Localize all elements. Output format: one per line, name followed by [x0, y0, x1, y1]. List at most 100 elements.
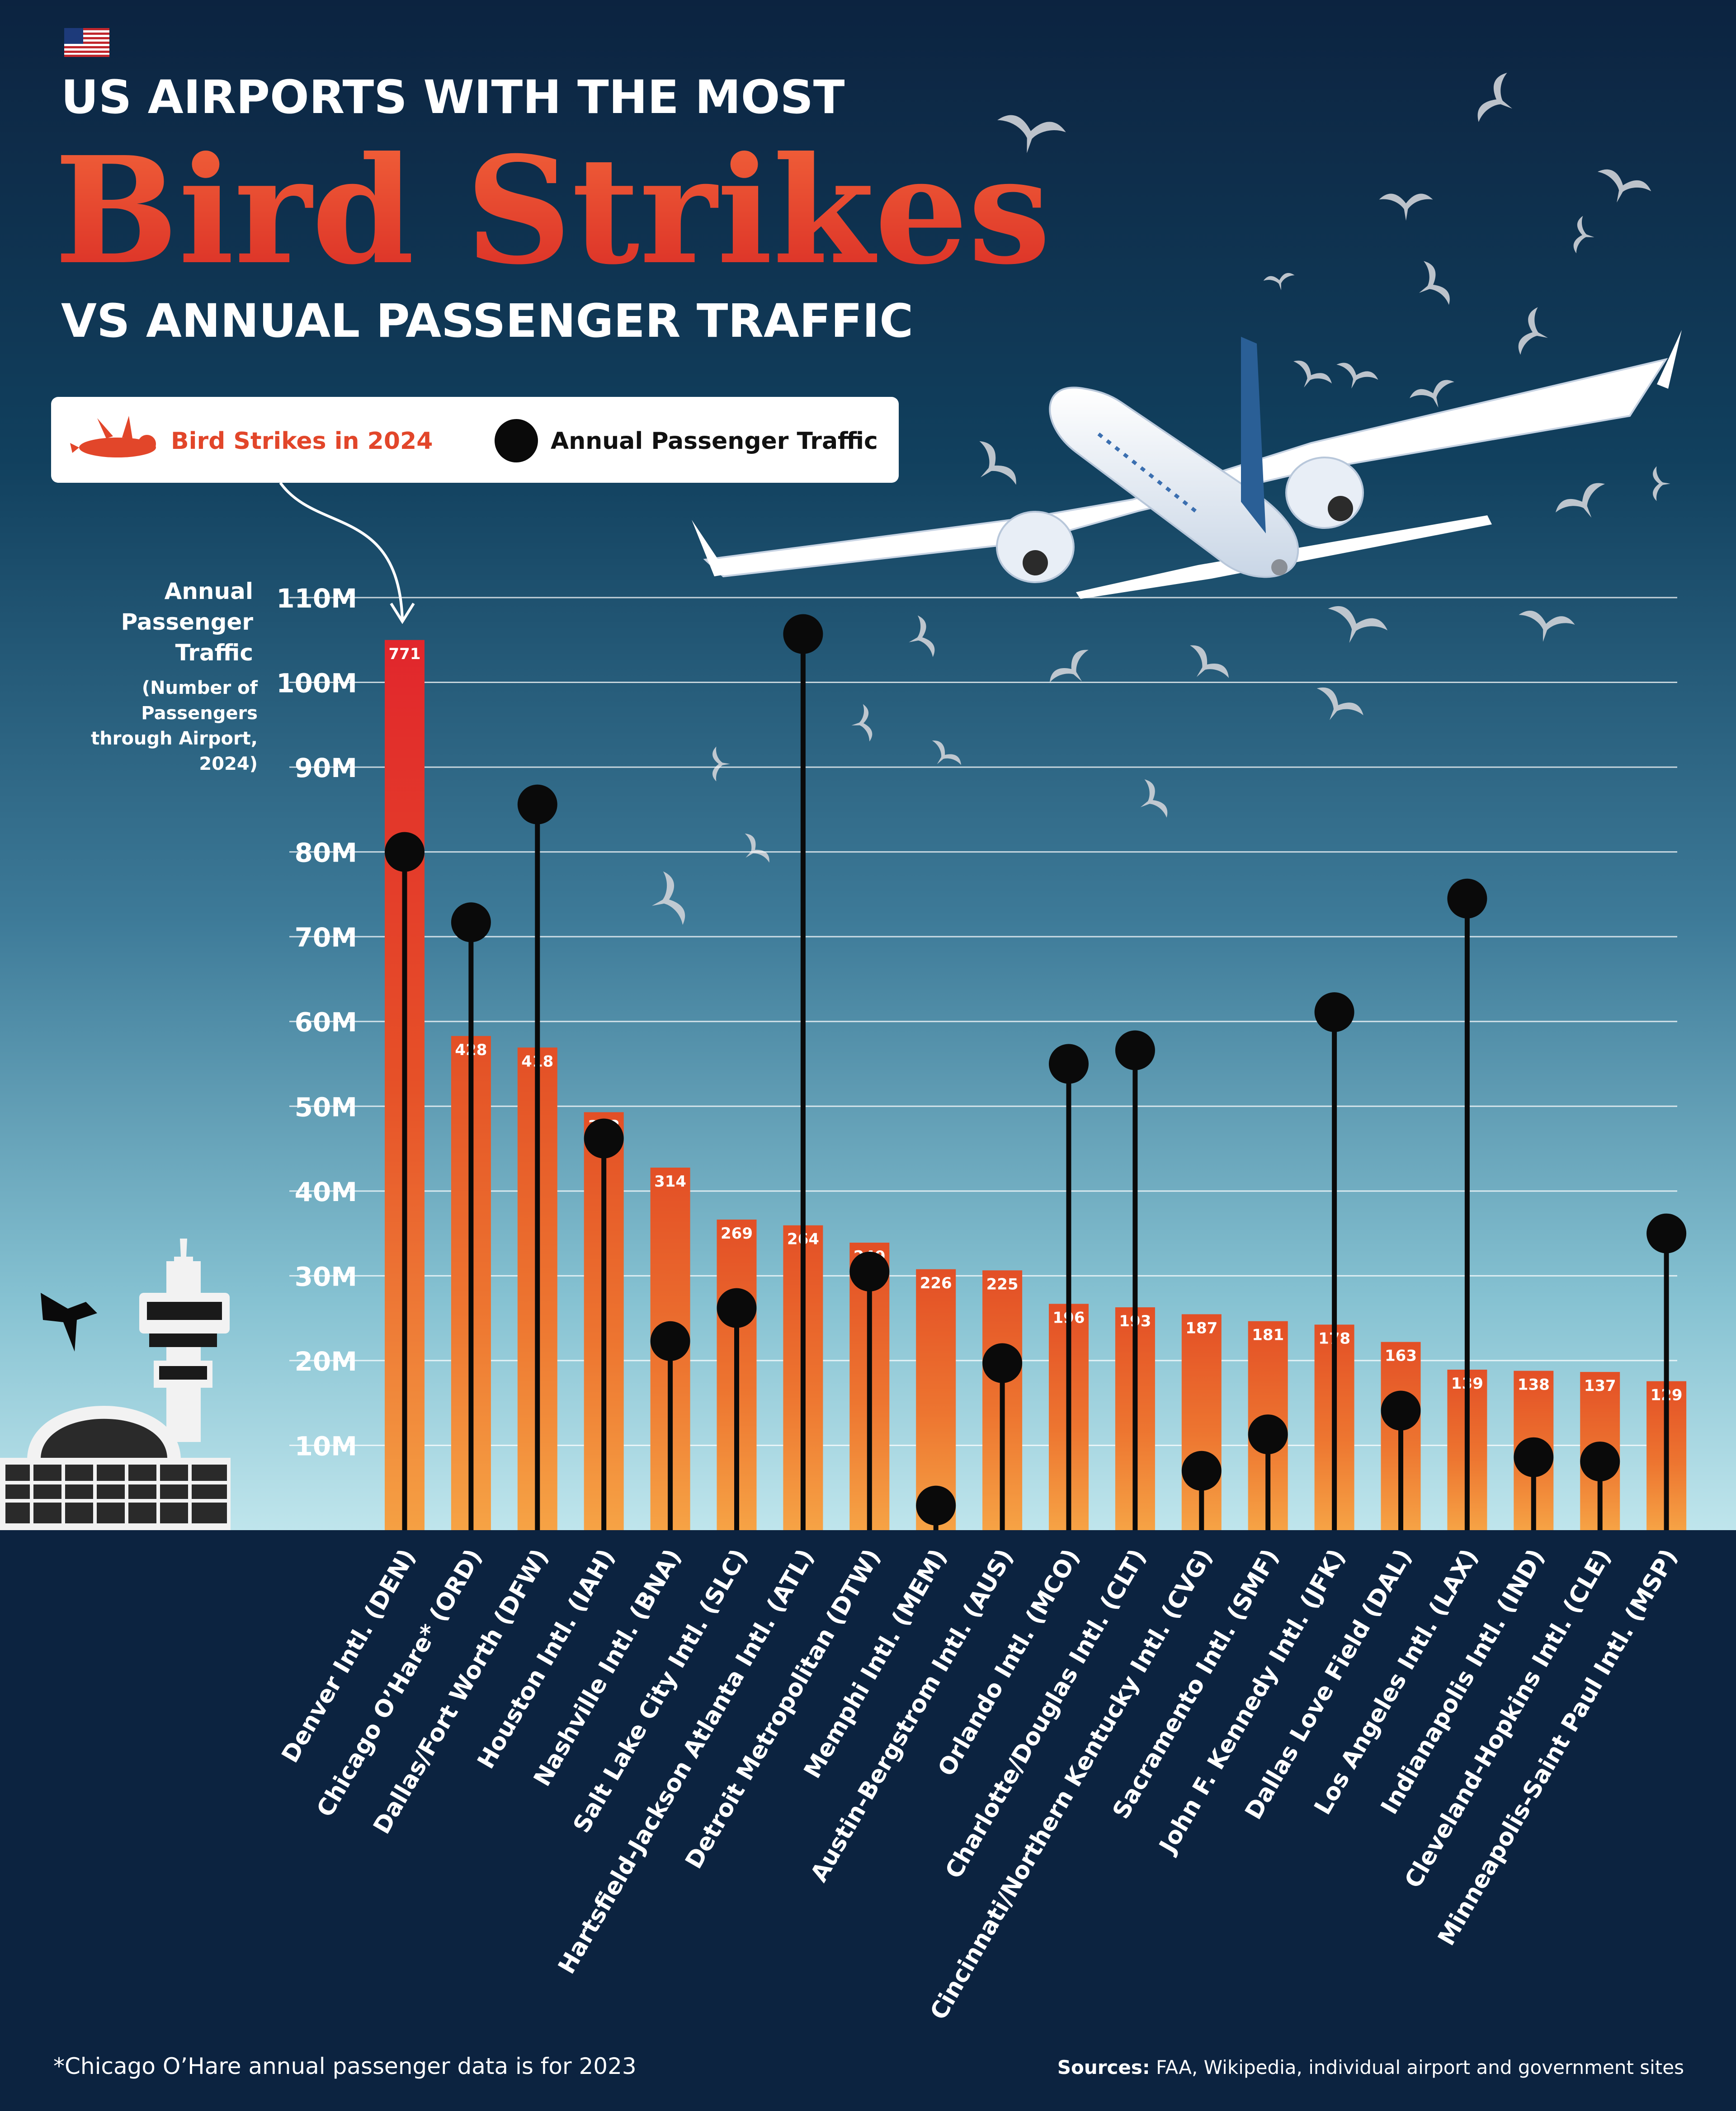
flying-bird-icon — [1293, 360, 1332, 388]
lollipop-dot — [1646, 1213, 1687, 1253]
lollipop-dot — [1181, 1451, 1222, 1491]
flying-bird-icon — [1597, 169, 1651, 203]
legend-box — [51, 397, 899, 483]
bar-value-label: 225 — [986, 1275, 1019, 1293]
sources: Sources: FAA, Wikipedia, individual airp… — [1057, 2056, 1684, 2078]
y-axis-subtitle-line: Passengers — [141, 703, 258, 724]
legend-bird-strikes-label: Bird Strikes in 2024 — [171, 428, 433, 455]
lollipop-dot — [1314, 992, 1354, 1032]
bar-value-label: 137 — [1584, 1377, 1616, 1395]
bar-value-label: 187 — [1185, 1319, 1217, 1337]
legend-pointer-arrowhead — [390, 603, 415, 624]
flying-bird-icon — [1410, 380, 1454, 408]
y-axis-subtitle-text: (Number of Passengers through Airport, 2024… — [91, 678, 258, 774]
lollipop-dot — [717, 1288, 757, 1328]
flying-bird-icon — [41, 1293, 97, 1352]
y-axis-subtitle-line: through Airport, — [91, 728, 258, 749]
y-tick-label: 30M — [295, 1261, 357, 1292]
lollipop-dot — [1580, 1442, 1620, 1482]
y-tick-label: 70M — [295, 922, 357, 953]
flying-bird-icon — [979, 441, 1016, 485]
flying-bird-icon — [712, 746, 730, 782]
y-tick-label: 20M — [295, 1346, 357, 1377]
y-axis-title-line: Traffic — [175, 640, 253, 666]
legend: Bird Strikes in 2024 Annual Passenger Tr… — [51, 397, 899, 624]
legend-passenger-dot — [495, 419, 538, 462]
y-tick-label: 110M — [276, 583, 357, 614]
y-tick-label: 50M — [295, 1092, 357, 1122]
flying-bird-icon — [1190, 645, 1229, 678]
y-tick-label: 40M — [295, 1177, 357, 1207]
y-tick-labels: 10M 20M 30M 40M 50M 60M 70M 80M 90M 100M 110M — [276, 583, 357, 1461]
flying-bird-icon — [909, 615, 935, 657]
flying-bird-icon — [932, 740, 962, 765]
lollipop-dot — [1049, 1044, 1089, 1084]
y-axis-title: Annual Passenger Traffic (Number of Passeng… — [91, 578, 258, 774]
title-line3: VS ANNUAL PASSENGER TRAFFIC — [61, 294, 913, 348]
y-tick-label: 100M — [276, 668, 357, 699]
bar-value-label: 138 — [1518, 1376, 1550, 1394]
y-tick-label: 10M — [295, 1431, 357, 1461]
flying-bird-icon — [1419, 261, 1450, 305]
flying-bird-icon — [851, 704, 873, 742]
y-tick-label: 90M — [295, 753, 357, 783]
dead-bird-icon — [70, 416, 156, 457]
title-line1: US AIRPORTS WITH THE MOST — [61, 71, 845, 124]
y-axis-subtitle-line: 2024) — [199, 754, 258, 774]
y-tick-label: 80M — [295, 838, 357, 868]
airplane-illustration — [692, 330, 1682, 599]
flying-bird-icon — [1316, 688, 1363, 721]
background-ground — [0, 1530, 1736, 2109]
flying-bird-icon — [1477, 72, 1513, 123]
lollipop-dot — [1447, 878, 1487, 919]
flying-bird-icon — [1519, 611, 1575, 642]
bar-value-label: 226 — [920, 1274, 952, 1292]
us-flag-icon — [64, 28, 109, 57]
lollipop-dot — [385, 832, 425, 872]
y-axis-title-text: Annual Passenger Traffic — [121, 578, 254, 666]
lollipop-dot — [584, 1118, 624, 1159]
lollipop-dot — [849, 1251, 890, 1291]
lollipop-dot — [1514, 1437, 1554, 1477]
flying-bird-icon — [1263, 273, 1295, 291]
flying-bird-icon — [1653, 466, 1670, 501]
lollipop-dot — [1248, 1414, 1288, 1455]
sources-text: FAA, Wikipedia, individual airport and g… — [1150, 2056, 1684, 2078]
lollipop-dot — [1381, 1390, 1421, 1431]
title-main: Bird Strikes — [54, 124, 1051, 297]
y-axis-subtitle-line: (Number of — [142, 678, 258, 698]
bar-value-label: 269 — [721, 1225, 753, 1243]
flying-bird-icon — [997, 115, 1066, 153]
flying-bird-icon — [1328, 606, 1388, 643]
legend-passenger-label: Annual Passenger Traffic — [551, 428, 878, 455]
legend-pointer-arrow — [279, 482, 404, 620]
flying-bird-icon — [1336, 363, 1378, 389]
flock — [651, 72, 1670, 925]
bar-value-label: 771 — [389, 645, 421, 663]
y-axis-title-line: Passenger — [121, 609, 254, 635]
lollipop-dot — [1115, 1030, 1155, 1070]
flying-bird-icon — [1140, 779, 1168, 818]
lollipop-dot — [982, 1343, 1023, 1383]
flying-bird-icon — [1379, 193, 1433, 221]
flying-bird-icon — [651, 871, 685, 925]
footnote: *Chicago O’Hare annual passenger data is… — [53, 2053, 637, 2079]
flying-bird-icon — [1573, 216, 1594, 254]
lollipop-dot — [517, 784, 557, 825]
bar-value-label: 181 — [1252, 1326, 1284, 1344]
lollipop-dot — [451, 902, 491, 942]
y-tick-label: 60M — [295, 1007, 357, 1038]
lollipop-dot — [783, 614, 823, 654]
sources-label: Sources: — [1057, 2056, 1150, 2078]
lollipop-dot — [916, 1485, 956, 1526]
bar-value-label: 314 — [654, 1173, 686, 1191]
control-tower-illustration — [0, 1239, 231, 1530]
lollipops — [385, 614, 1687, 1530]
lollipop-dot — [650, 1321, 690, 1361]
flying-bird-icon — [1049, 650, 1089, 683]
flying-bird-icon — [1555, 483, 1605, 518]
bar-value-label: 163 — [1385, 1347, 1417, 1365]
flying-bird-icon — [745, 833, 769, 863]
